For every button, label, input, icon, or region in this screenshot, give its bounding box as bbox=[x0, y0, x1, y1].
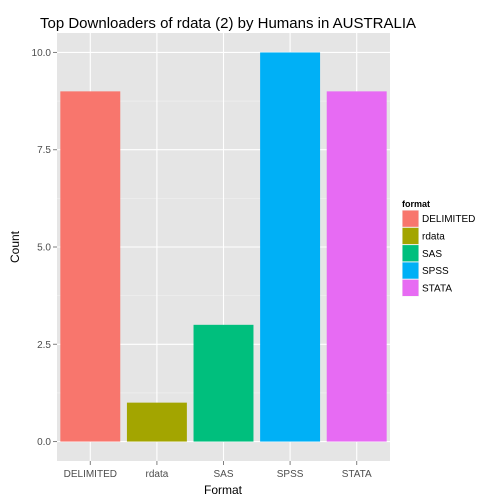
legend-key-delimited bbox=[402, 210, 419, 227]
legend-label-rdata: rdata bbox=[422, 231, 445, 242]
legend-title: format bbox=[402, 199, 430, 209]
legend-label-spss: SPSS bbox=[422, 266, 449, 277]
x-tick-label: STATA bbox=[342, 469, 372, 480]
y-tick-label: 10.0 bbox=[32, 48, 52, 59]
y-axis-ticks: 0.0 2.5 5.0 7.5 10.0 bbox=[32, 48, 57, 448]
bar-rdata bbox=[126, 402, 187, 442]
x-axis-title: Format bbox=[204, 483, 243, 497]
y-tick-label: 7.5 bbox=[37, 145, 51, 156]
bar-stata bbox=[326, 91, 387, 442]
x-axis-ticks: DELIMITED rdata SAS SPSS STATA bbox=[64, 461, 372, 480]
x-tick-label: DELIMITED bbox=[64, 469, 117, 480]
legend-key-sas bbox=[402, 245, 419, 262]
legend: format DELIMITED rdata SAS SPSS STATA bbox=[402, 199, 475, 297]
y-axis-title: Count bbox=[8, 230, 22, 263]
bar-delimited bbox=[60, 91, 121, 442]
legend-key-stata bbox=[402, 279, 419, 296]
chart-title: Top Downloaders of rdata (2) by Humans i… bbox=[40, 15, 416, 32]
x-tick-label: SPSS bbox=[277, 469, 304, 480]
x-tick-label: SAS bbox=[213, 469, 233, 480]
y-tick-label: 0.0 bbox=[37, 437, 51, 448]
bar-sas bbox=[193, 324, 254, 442]
bar-spss bbox=[260, 52, 321, 442]
x-tick-label: rdata bbox=[146, 469, 169, 480]
legend-key-rdata bbox=[402, 227, 419, 245]
legend-label-stata: STATA bbox=[422, 283, 452, 294]
legend-key-spss bbox=[402, 262, 419, 279]
legend-label-delimited: DELIMITED bbox=[422, 214, 475, 225]
y-tick-label: 2.5 bbox=[37, 340, 51, 351]
y-tick-label: 5.0 bbox=[37, 243, 51, 254]
bars bbox=[60, 52, 387, 442]
legend-label-sas: SAS bbox=[422, 249, 442, 260]
